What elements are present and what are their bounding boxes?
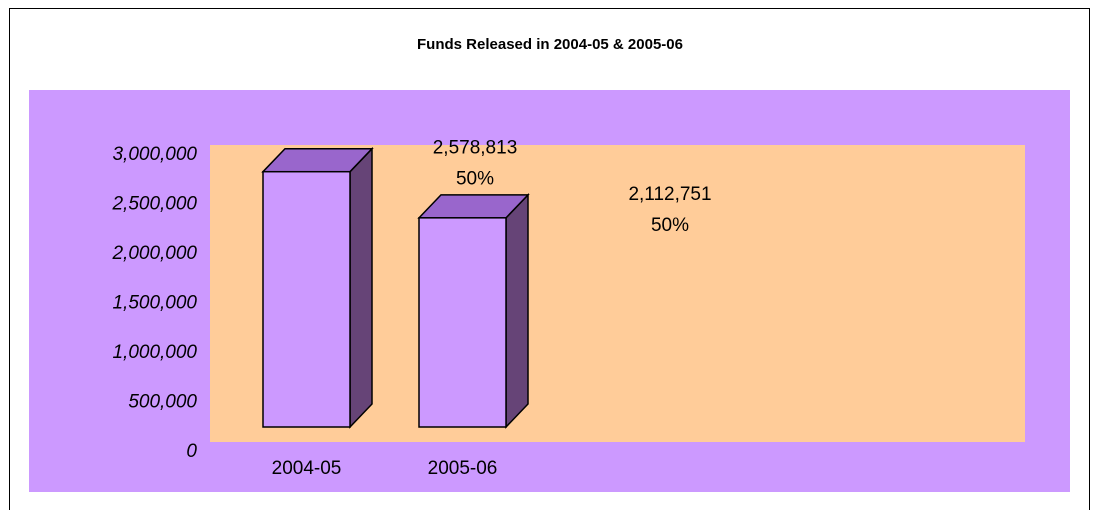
bar xyxy=(262,170,351,428)
y-tick-label: 500,000 xyxy=(128,392,197,413)
bar-side xyxy=(349,146,373,429)
data-label: 2,578,813 xyxy=(433,138,518,159)
chart-title: Funds Released in 2004-05 & 2005-06 xyxy=(417,36,683,53)
y-tick-label: 2,000,000 xyxy=(111,243,197,264)
y-tick-label: 0 xyxy=(186,441,197,462)
y-tick-label: 2,500,000 xyxy=(111,194,197,215)
y-tick-label: 3,000,000 xyxy=(112,144,197,165)
bar-side xyxy=(505,192,529,429)
bar xyxy=(418,217,507,428)
percent-label: 50% xyxy=(456,169,494,190)
data-label: 2,112,751 xyxy=(628,184,711,205)
x-tick-label: 2004-05 xyxy=(272,458,342,479)
x-tick-label: 2005-06 xyxy=(428,458,498,479)
y-tick-label: 1,500,000 xyxy=(112,293,197,314)
y-tick-label: 1,000,000 xyxy=(112,342,197,363)
percent-label: 50% xyxy=(651,215,689,236)
